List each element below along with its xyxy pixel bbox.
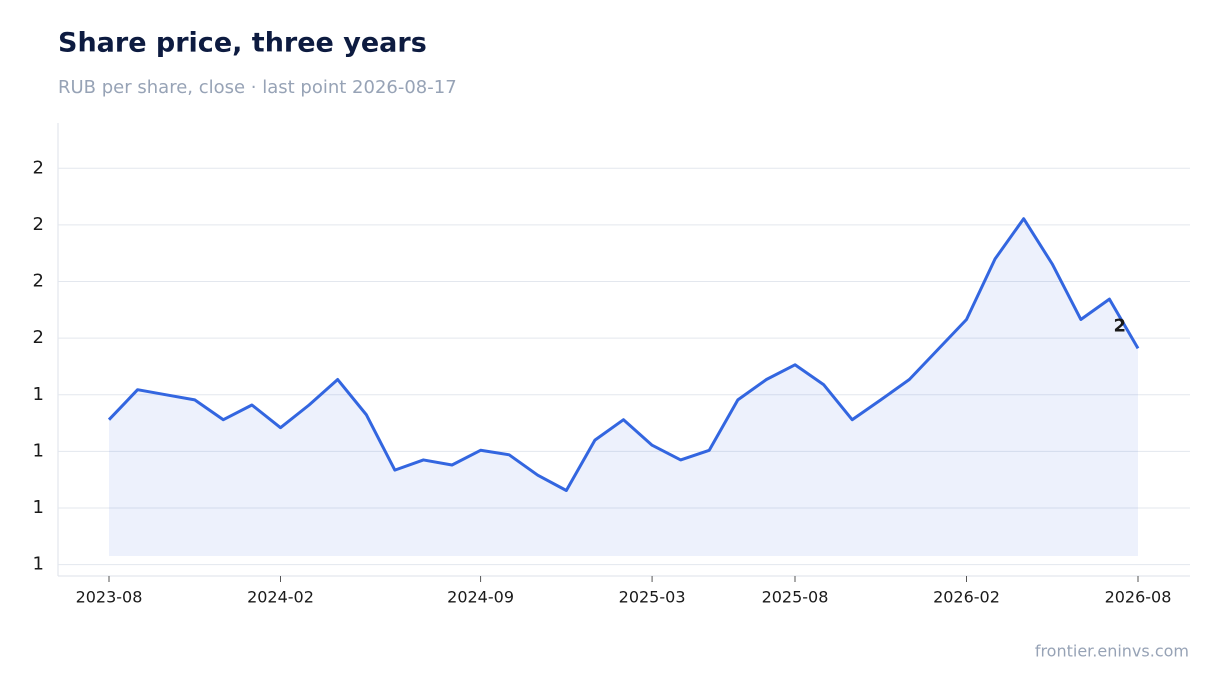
x-tick-label: 2024-02 <box>247 588 314 607</box>
price-line <box>107 217 1140 492</box>
area <box>109 218 1138 557</box>
x-tick-label: 2026-02 <box>933 588 1000 607</box>
y-tick-label: 1 <box>33 384 44 405</box>
y-tick-label: 1 <box>33 497 44 518</box>
x-tick-label: 2025-08 <box>762 588 829 607</box>
x-tick-label: 2025-03 <box>619 588 686 607</box>
chart-title: Share price, three years <box>58 28 427 59</box>
x-tick-label: 2026-08 <box>1105 588 1172 607</box>
source: frontier.eninvs.com <box>1035 642 1189 661</box>
y-tick-label: 1 <box>33 440 44 461</box>
value-label: 2 <box>1113 315 1126 336</box>
x-tick-label: 2023-08 <box>76 588 143 607</box>
chart-subtitle: RUB per share, close · last point 2026-0… <box>58 77 457 98</box>
x-tick-label: 2024-09 <box>447 588 514 607</box>
y-tick-label: 2 <box>33 327 44 348</box>
y-tick-label: 2 <box>33 271 44 292</box>
y-tick-label: 2 <box>33 214 44 235</box>
y-tick-label: 1 <box>33 554 44 575</box>
y-tick-label: 2 <box>33 157 44 178</box>
